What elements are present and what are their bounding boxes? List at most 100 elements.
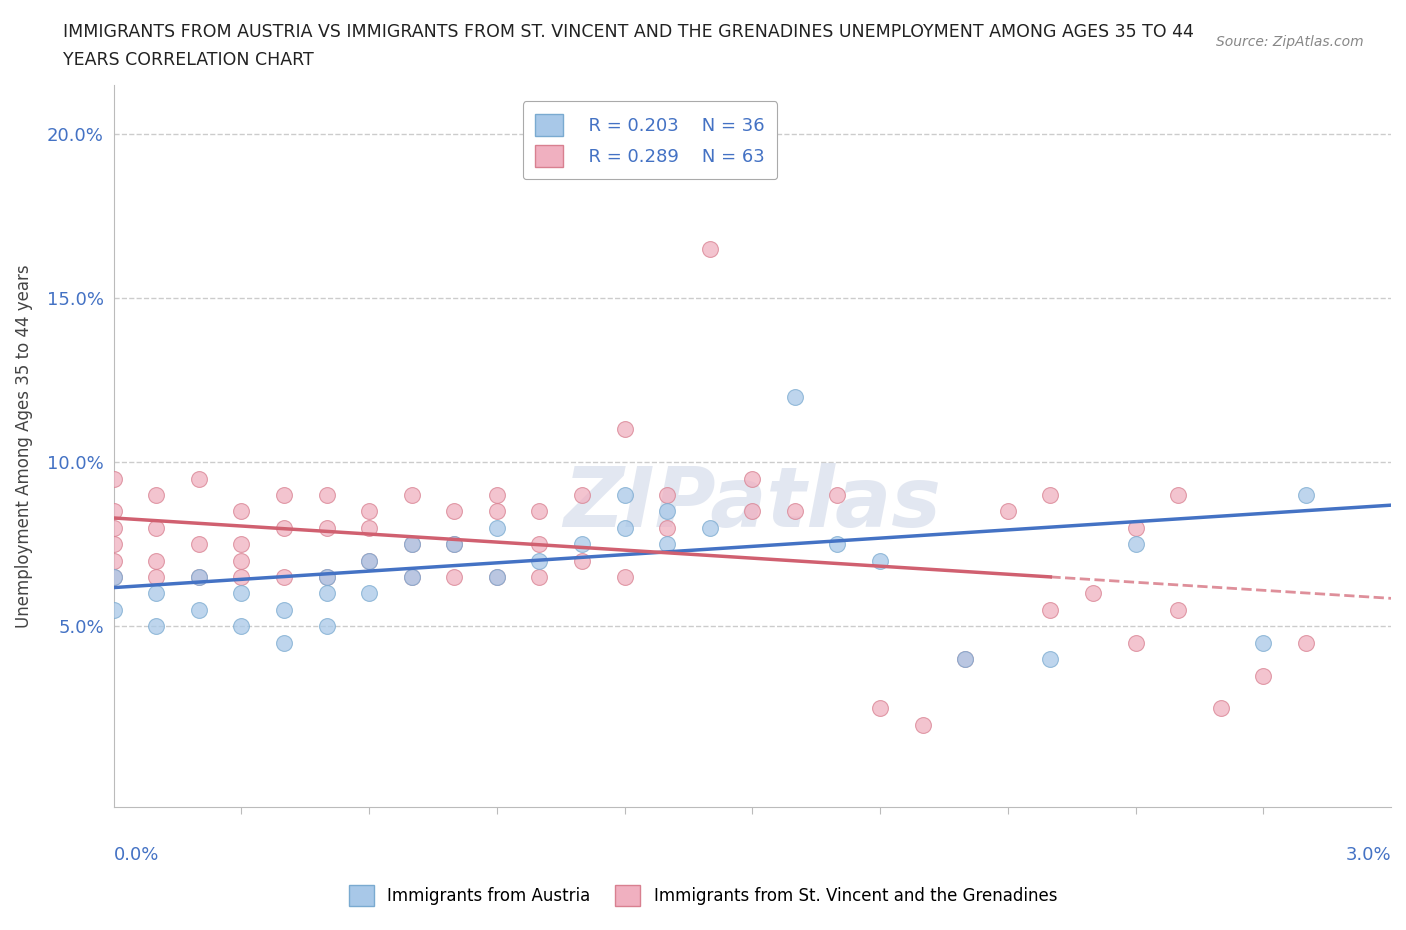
Point [315, 618, 337, 633]
Point [699, 242, 721, 257]
Point [103, 537, 125, 551]
Point [187, 603, 209, 618]
Point [1295, 487, 1317, 502]
Point [1039, 603, 1062, 618]
Point [145, 569, 167, 584]
Point [571, 553, 593, 568]
Point [145, 487, 167, 502]
Point [869, 701, 891, 716]
Point [1251, 635, 1274, 650]
Point [273, 603, 295, 618]
Point [315, 521, 337, 536]
Point [103, 472, 125, 486]
Point [145, 553, 167, 568]
Text: Source: ZipAtlas.com: Source: ZipAtlas.com [1216, 35, 1364, 49]
Point [1125, 521, 1147, 536]
Text: IMMIGRANTS FROM AUSTRIA VS IMMIGRANTS FROM ST. VINCENT AND THE GRENADINES UNEMPL: IMMIGRANTS FROM AUSTRIA VS IMMIGRANTS FR… [63, 23, 1194, 41]
Point [655, 487, 678, 502]
Point [443, 569, 465, 584]
Point [529, 537, 551, 551]
Point [231, 569, 253, 584]
Point [613, 521, 636, 536]
Point [103, 569, 125, 584]
Point [953, 652, 976, 667]
Point [1167, 487, 1189, 502]
Point [443, 504, 465, 519]
Point [315, 487, 337, 502]
Point [231, 553, 253, 568]
Point [827, 487, 849, 502]
Point [741, 472, 763, 486]
Point [1039, 652, 1062, 667]
Point [315, 586, 337, 601]
Point [231, 504, 253, 519]
Point [1081, 586, 1104, 601]
Point [911, 717, 934, 732]
Legend:   R = 0.203    N = 36,   R = 0.289    N = 63: R = 0.203 N = 36, R = 0.289 N = 63 [523, 101, 778, 179]
Point [315, 569, 337, 584]
Text: 0.0%: 0.0% [114, 846, 159, 864]
Point [485, 504, 508, 519]
Point [485, 569, 508, 584]
Point [699, 521, 721, 536]
Point [401, 569, 423, 584]
Point [359, 521, 381, 536]
Point [1125, 537, 1147, 551]
Point [1209, 701, 1232, 716]
Point [953, 652, 976, 667]
Point [103, 569, 125, 584]
Point [655, 521, 678, 536]
Point [359, 553, 381, 568]
Point [401, 537, 423, 551]
Point [231, 537, 253, 551]
Point [103, 521, 125, 536]
Point [827, 537, 849, 551]
Point [187, 472, 209, 486]
Point [103, 603, 125, 618]
Text: 3.0%: 3.0% [1346, 846, 1391, 864]
Point [1251, 668, 1274, 683]
Point [443, 537, 465, 551]
Point [1039, 487, 1062, 502]
Point [359, 504, 381, 519]
Point [1167, 603, 1189, 618]
Point [1125, 635, 1147, 650]
Point [231, 618, 253, 633]
Point [443, 537, 465, 551]
Point [401, 569, 423, 584]
Point [187, 537, 209, 551]
Point [273, 487, 295, 502]
Point [485, 521, 508, 536]
Point [741, 159, 763, 174]
Legend: Immigrants from Austria, Immigrants from St. Vincent and the Grenadines: Immigrants from Austria, Immigrants from… [342, 879, 1064, 912]
Point [359, 586, 381, 601]
Point [145, 618, 167, 633]
Point [655, 537, 678, 551]
Point [485, 487, 508, 502]
Point [529, 569, 551, 584]
Point [145, 521, 167, 536]
Point [315, 569, 337, 584]
Point [869, 553, 891, 568]
Text: ZIPatlas: ZIPatlas [564, 463, 941, 544]
Point [231, 586, 253, 601]
Point [145, 586, 167, 601]
Point [571, 537, 593, 551]
Point [273, 569, 295, 584]
Point [187, 569, 209, 584]
Point [359, 553, 381, 568]
Point [401, 487, 423, 502]
Point [529, 553, 551, 568]
Point [741, 504, 763, 519]
Point [613, 487, 636, 502]
Point [613, 422, 636, 437]
Point [401, 537, 423, 551]
Point [273, 635, 295, 650]
Point [187, 569, 209, 584]
Point [103, 504, 125, 519]
Text: YEARS CORRELATION CHART: YEARS CORRELATION CHART [63, 51, 314, 69]
Point [529, 504, 551, 519]
Point [103, 553, 125, 568]
Point [1295, 635, 1317, 650]
Point [655, 504, 678, 519]
